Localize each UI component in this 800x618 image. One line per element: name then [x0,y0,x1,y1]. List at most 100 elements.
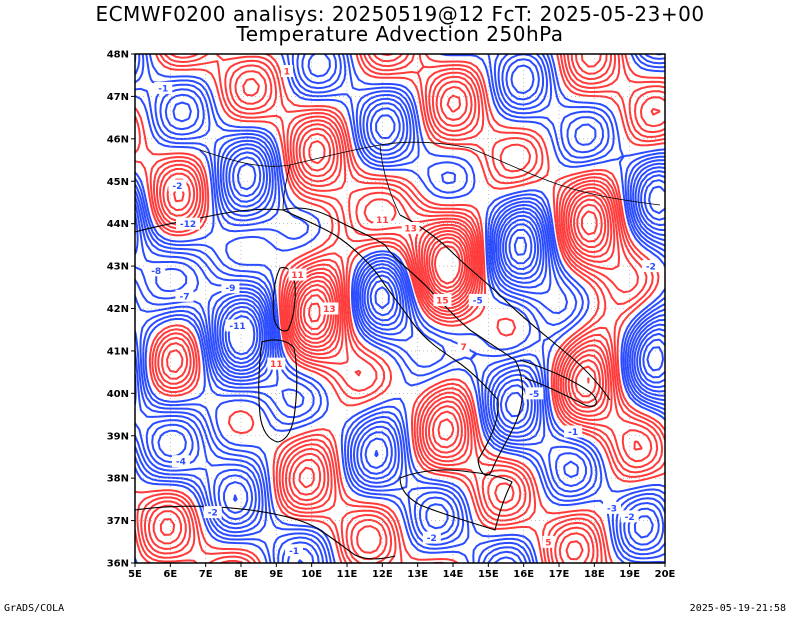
lat-tick-label: 40N [107,389,129,400]
france-coastline [135,208,284,233]
map-subtitle: Temperature Advection 250hPa [236,22,564,46]
contour-label: 13 [404,224,417,234]
contour-label: -2 [646,263,656,273]
lat-tick-label: 39N [107,431,129,442]
contour-label-bg [285,544,303,557]
contour-label-bg [433,294,452,307]
contour-label-bg [401,221,420,234]
lon-tick-label: 13E [407,569,428,580]
country-borders [199,141,661,216]
contour-label: 13 [323,305,336,315]
contour-label: 7 [460,343,466,353]
lat-tick-label: 45N [107,177,129,188]
lat-tick-label: 41N [107,346,129,357]
contour-label: -8 [151,267,161,277]
contour-label-bg [641,260,660,273]
lon-tick-label: 7E [199,569,213,580]
contour-label: -9 [225,284,235,294]
contour-label: -11 [229,322,245,332]
warm-advection-contours [135,54,665,563]
contour-label-bg [373,213,392,226]
contour-label: -5 [529,390,539,400]
lat-tick-label: 48N [107,50,129,61]
contour-label: -3 [607,504,617,514]
lon-tick-label: 11E [337,569,358,580]
lat-tick-label: 47N [107,92,129,103]
contour-label-bg [288,268,307,281]
longitude-axis: 5E 6E 7E 8E 9E 10E 11E 12E 13E 14E 15E 16E 17E 18E 19E… [128,563,676,580]
contour-label-bg [154,81,173,94]
contour-label: -5 [473,297,483,307]
balkan-coastline [399,214,611,401]
lon-tick-label: 14E [443,569,464,580]
lon-tick-label: 16E [513,569,534,580]
lat-tick-label: 44N [107,219,129,230]
contour-label-bg [525,387,544,400]
sardinia-coastline [258,339,298,443]
contour-label-bg [620,510,639,523]
map-title: ECMWF0200 analisys: 20250519@12 FcT: 202… [95,2,705,26]
contour-label: -4 [176,458,186,468]
latitude-axis: 48N 47N 46N 45N 44N 43N 42N 41N 40N 39N 38N 37N 36N [107,50,135,570]
contour-label: 11 [291,271,304,281]
sicily-coastline [399,469,513,531]
footer-credit: GrADS/COLA [4,603,65,614]
contour-label: 11 [270,360,283,370]
contour-label-bg [168,179,187,192]
contour-label: 15 [436,297,449,307]
lon-tick-label: 20E [655,569,676,580]
lon-tick-label: 10E [301,569,322,580]
coastlines [135,141,661,560]
lon-tick-label: 9E [269,569,283,580]
contour-label-bg [171,455,190,468]
lat-tick-label: 36N [107,559,129,570]
contour-label: 5 [545,538,551,548]
contour-label-bg [564,425,583,438]
contour-label-bg [225,319,250,332]
africa-coastline [135,505,396,560]
contour-label-bg [280,64,293,77]
italy-coastline [281,207,524,476]
contour-label-bg [147,264,166,277]
lat-tick-label: 46N [107,134,129,145]
contour-label: 11 [376,216,389,226]
lon-tick-label: 17E [549,569,570,580]
lon-tick-label: 19E [619,569,640,580]
contour-label: -1 [568,428,578,438]
contour-label: -1 [158,84,168,94]
contour-label-bg [468,294,487,307]
contour-label-bg [203,506,222,519]
contour-label-bg [175,289,194,302]
lon-tick-label: 15E [478,569,499,580]
contour-label: 1 [284,67,290,77]
contour-label: -1 [289,547,299,557]
lon-tick-label: 8E [234,569,248,580]
lat-tick-label: 38N [107,474,129,485]
contour-label-bg [176,217,200,230]
contour-label: -12 [180,220,196,230]
contour-label: -2 [625,513,635,523]
apulia-coastline [519,359,597,407]
lat-tick-label: 42N [107,304,129,315]
contour-label: -2 [172,182,182,192]
lat-tick-label: 43N [107,262,129,273]
contour-label-bg [542,535,555,548]
footer-timestamp: 2025-05-19-21:58 [689,603,786,614]
contour-label: -7 [179,292,189,302]
contour-label-bg [422,531,441,544]
contour-label-bg [267,357,286,370]
cold-advection-contours [135,54,665,563]
lon-tick-label: 6E [163,569,177,580]
contour-label-bg [320,302,339,315]
contour-label-bg [603,501,621,514]
contour-label: -2 [427,534,437,544]
lon-tick-label: 18E [584,569,605,580]
lon-tick-label: 5E [128,569,142,580]
contour-label-bg [457,340,470,353]
contour-label: -2 [208,509,218,519]
lon-tick-label: 12E [372,569,393,580]
contour-label-bg [221,281,240,294]
lat-tick-label: 37N [107,516,129,527]
